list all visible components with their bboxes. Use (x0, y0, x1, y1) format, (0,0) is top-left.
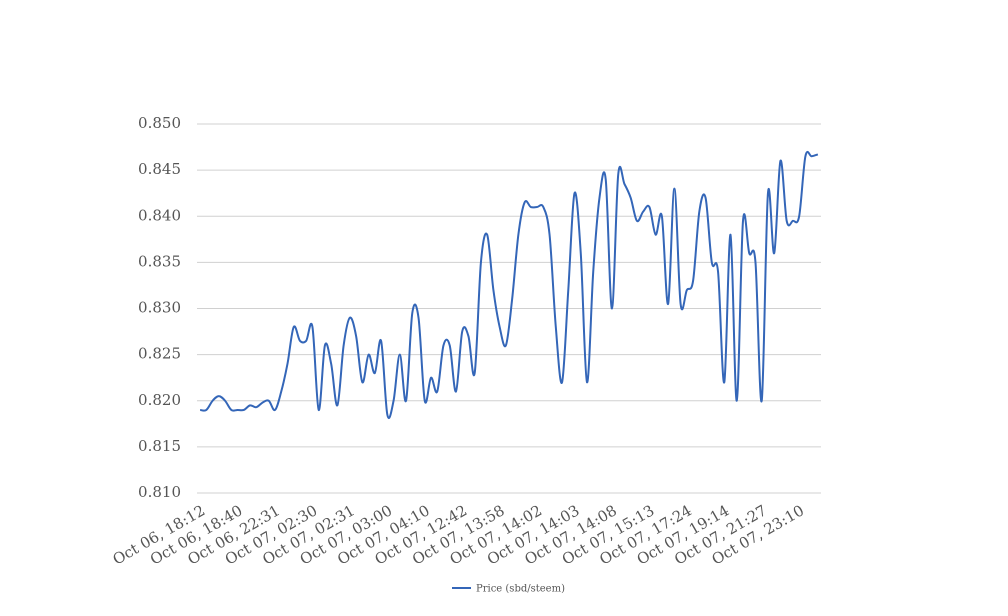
y-tick-label: 0.845 (138, 160, 181, 178)
y-tick-label: 0.810 (138, 483, 181, 501)
y-tick-label: 0.830 (138, 299, 181, 317)
y-tick-label: 0.840 (138, 206, 181, 224)
y-tick-label: 0.815 (138, 437, 181, 455)
y-tick-label: 0.825 (138, 345, 181, 363)
price-line (199, 150, 819, 420)
y-tick-label: 0.850 (138, 114, 181, 132)
y-tick-label: 0.835 (138, 252, 181, 270)
y-tick-label: 0.820 (138, 391, 181, 409)
legend-label: Price (sbd/steem) (476, 584, 565, 595)
